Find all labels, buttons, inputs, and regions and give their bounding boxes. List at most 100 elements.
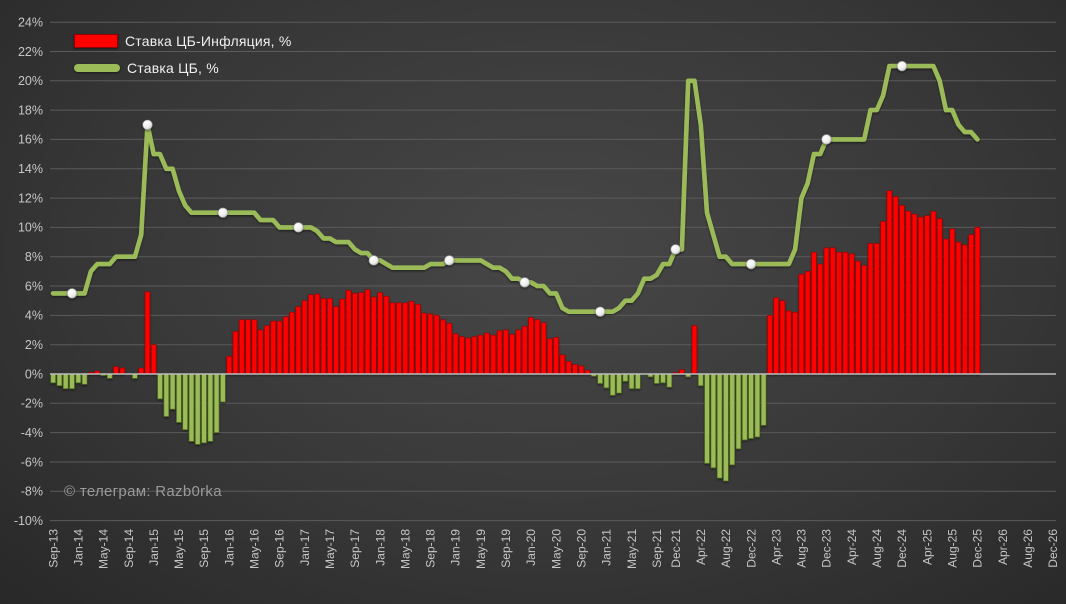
- rate-line: [50, 63, 980, 315]
- bar: [710, 373, 717, 469]
- bar: [829, 247, 836, 375]
- y-tick-label: -10%: [14, 514, 43, 528]
- y-gridlines: [50, 21, 1056, 522]
- x-tick-label: Aug-22: [719, 529, 733, 568]
- line-marker: [745, 259, 757, 270]
- bar: [496, 330, 503, 375]
- x-tick-label: May-19: [474, 529, 488, 569]
- y-tick-label: 12%: [18, 191, 43, 205]
- bar: [628, 373, 635, 390]
- bar: [540, 322, 547, 375]
- bar: [855, 260, 861, 375]
- bar: [421, 312, 427, 375]
- x-tick-label: Sep-13: [46, 529, 60, 568]
- bar: [484, 332, 490, 375]
- bar: [691, 325, 698, 375]
- bar: [616, 373, 622, 394]
- bar: [207, 373, 214, 442]
- x-tick-label: Apr-22: [694, 529, 708, 565]
- bar: [320, 298, 327, 375]
- bar: [892, 196, 899, 375]
- x-tick-label: Sep-21: [650, 529, 664, 568]
- bar: [886, 190, 893, 375]
- bar: [609, 373, 616, 396]
- x-tick-label: Dec-23: [820, 529, 834, 568]
- bar: [276, 320, 283, 375]
- bar: [553, 337, 559, 375]
- y-tick-label: 22%: [18, 45, 43, 59]
- bar: [905, 210, 912, 375]
- bar: [767, 315, 773, 375]
- bar: [635, 373, 641, 390]
- bar: [364, 289, 371, 375]
- bar: [578, 365, 585, 375]
- x-tick-label: Aug-23: [795, 529, 809, 568]
- x-tick-label: Jan-15: [147, 529, 161, 566]
- bar: [75, 373, 82, 384]
- bars-series-swatch: [74, 34, 118, 48]
- bar: [899, 205, 905, 375]
- bar: [163, 373, 170, 417]
- chart-legend: Ставка ЦБ-Инфляция, % Ставка ЦБ, %: [74, 33, 292, 76]
- bar: [182, 373, 188, 431]
- bar: [874, 243, 880, 375]
- bar: [232, 331, 239, 375]
- x-tick-label: Dec-22: [744, 529, 758, 568]
- y-tick-label: 2%: [25, 338, 43, 352]
- line-series-swatch: [74, 64, 120, 72]
- bar: [490, 334, 497, 375]
- bar: [327, 298, 333, 375]
- bar: [603, 373, 610, 389]
- line-marker: [66, 288, 78, 299]
- bar: [176, 373, 182, 423]
- bar: [823, 247, 830, 375]
- bar: [515, 329, 522, 375]
- x-tick-label: Sep-20: [575, 529, 589, 568]
- bar: [811, 251, 817, 375]
- bar: [62, 373, 69, 390]
- x-tick-label: Sep-19: [499, 529, 513, 568]
- x-tick-label: May-20: [549, 529, 563, 569]
- bar: [842, 251, 849, 375]
- bar: [949, 228, 956, 375]
- bar: [257, 329, 264, 375]
- bar: [440, 319, 446, 375]
- bar: [113, 366, 119, 375]
- bar: [723, 373, 729, 482]
- x-tick-label: Sep-14: [122, 529, 136, 568]
- bar: [760, 373, 767, 426]
- y-tick-label: 16%: [18, 133, 43, 147]
- bar: [138, 367, 144, 375]
- x-tick-label: Sep-16: [273, 529, 287, 568]
- bar: [427, 313, 434, 375]
- x-tick-label: Sep-18: [424, 529, 438, 568]
- x-tick-label: Jan-14: [72, 529, 86, 566]
- x-tick-label: Jan-17: [298, 529, 312, 566]
- bar: [660, 373, 666, 384]
- x-tick-label: Jan-19: [449, 529, 463, 566]
- y-tick-label: 8%: [25, 250, 43, 264]
- y-tick-label: -6%: [21, 455, 43, 469]
- y-tick-label: -8%: [21, 485, 43, 499]
- bar: [503, 329, 509, 375]
- bar: [295, 306, 302, 375]
- bar: [773, 297, 780, 375]
- line-marker: [293, 222, 304, 233]
- bar: [528, 317, 534, 375]
- bar: [792, 312, 798, 375]
- bar: [352, 293, 358, 375]
- bar: [213, 373, 220, 433]
- bar: [817, 263, 824, 375]
- bar: [785, 310, 792, 375]
- bars-series: [50, 190, 981, 482]
- bar: [716, 373, 723, 479]
- bar: [465, 337, 471, 375]
- bar: [238, 319, 245, 375]
- bar: [345, 290, 352, 375]
- bar: [433, 315, 440, 375]
- bar: [452, 333, 459, 375]
- bar: [396, 302, 402, 375]
- bar: [836, 251, 842, 375]
- line-marker: [368, 255, 379, 266]
- bar: [301, 300, 308, 375]
